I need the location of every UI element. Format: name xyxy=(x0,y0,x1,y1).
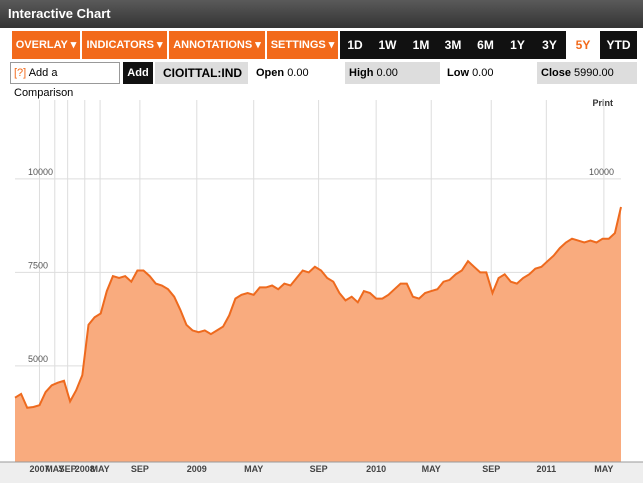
line xyxy=(14,206,622,409)
comparison-placeholder: Add a Comparison xyxy=(14,67,74,99)
y-tick-label: 7500 xyxy=(28,260,48,270)
area xyxy=(15,207,621,462)
quote-field: Low 0.00 xyxy=(443,62,533,84)
menu-button[interactable]: INDICATORS ▾ xyxy=(82,31,167,59)
menu-button[interactable]: OVERLAY ▾ xyxy=(12,31,80,59)
quote-value: 0.00 xyxy=(376,67,398,79)
add-button[interactable]: Add xyxy=(123,62,153,84)
quote-label: High xyxy=(349,67,374,79)
quote-value: 5990.00 xyxy=(574,67,614,79)
x-tick-label: MAY xyxy=(90,464,109,474)
x-tick-label: MAY xyxy=(244,464,263,474)
menu-button[interactable]: ANNOTATIONS ▾ xyxy=(169,31,265,59)
header-title: Interactive Chart xyxy=(0,0,643,28)
range-button[interactable]: 3Y xyxy=(533,31,566,59)
range-button[interactable]: 1D xyxy=(340,31,370,59)
quote-value: 0.00 xyxy=(472,67,494,79)
x-tick-label: 2009 xyxy=(187,464,207,474)
quote-label: Open xyxy=(256,67,285,79)
print-link[interactable]: Print xyxy=(592,98,613,108)
quote-label: Close xyxy=(541,67,571,79)
x-tick-label: 2008 xyxy=(75,464,95,474)
y-tick-label: 10000 xyxy=(589,167,614,177)
x-tick-label: MAY xyxy=(594,464,613,474)
quote-field: High 0.00 xyxy=(345,62,440,84)
range-button[interactable]: YTD xyxy=(600,31,637,59)
range-button[interactable]: 1W xyxy=(370,31,405,59)
toolbar: OVERLAY ▾ INDICATORS ▾ ANNOTATIONS ▾ SETTIN… xyxy=(0,28,643,60)
quote-field: Close 5990.00 xyxy=(537,62,637,84)
range-button[interactable]: 3M xyxy=(437,31,469,59)
range-button[interactable]: 6M xyxy=(469,31,502,59)
range-button[interactable]: 1Y xyxy=(502,31,533,59)
menu-button[interactable]: SETTINGS ▾ xyxy=(267,31,338,59)
x-axis-band xyxy=(0,462,643,483)
ticker: CIOITTAL:IND xyxy=(155,62,248,84)
range-button[interactable]: 1M xyxy=(405,31,437,59)
x-tick-label: SEP xyxy=(310,464,328,474)
comparison-input[interactable]: [?] Add a Comparison xyxy=(10,62,120,99)
x-tick-label: MAY xyxy=(422,464,441,474)
x-tick-label: SEP xyxy=(131,464,149,474)
y-tick-label: 5000 xyxy=(28,354,48,364)
quote-value: 0.00 xyxy=(287,67,309,79)
x-tick-label: MAY xyxy=(45,464,64,474)
range-button[interactable]: 5Y xyxy=(566,31,600,59)
x-tick-label: SEP xyxy=(59,464,77,474)
x-tick-label: 2010 xyxy=(366,464,386,474)
x-tick-label: 2007 xyxy=(29,464,49,474)
quote-field: Open 0.00 xyxy=(252,62,340,84)
help-icon[interactable]: [?] xyxy=(14,67,27,79)
x-tick-label: 2011 xyxy=(537,464,557,474)
y-tick-label: 10000 xyxy=(28,167,53,177)
quote-label: Low xyxy=(447,67,469,79)
x-tick-label: SEP xyxy=(482,464,500,474)
